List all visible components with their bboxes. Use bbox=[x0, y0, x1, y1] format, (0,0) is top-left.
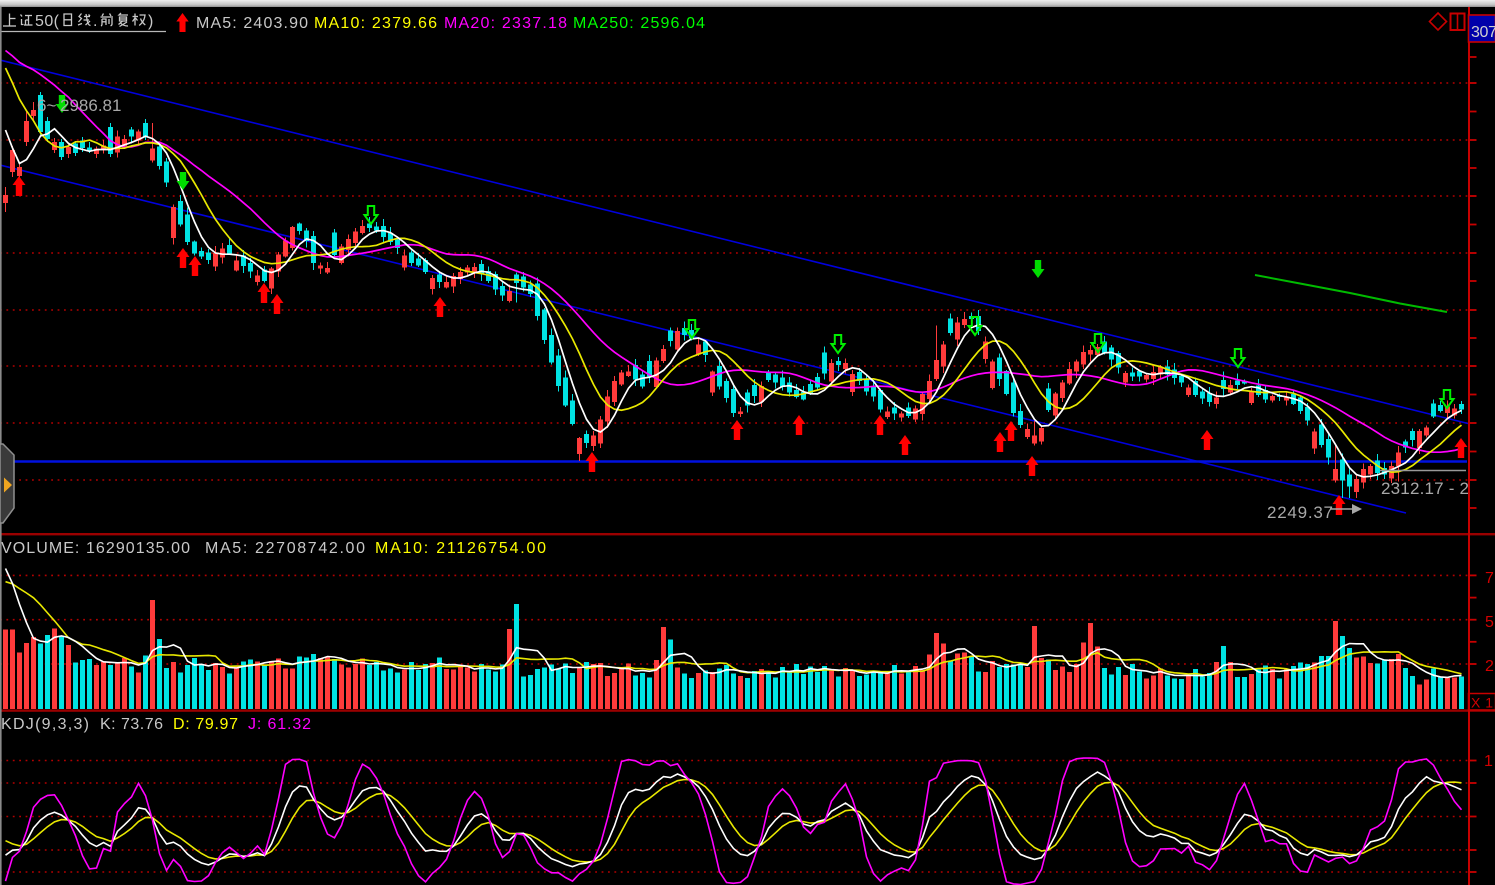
svg-text:MA20: 2337.18: MA20: 2337.18 bbox=[444, 15, 567, 32]
svg-text:1: 1 bbox=[1484, 753, 1493, 770]
svg-text:5: 5 bbox=[1485, 614, 1494, 631]
svg-text:6~: 6~ bbox=[37, 96, 56, 115]
svg-text:.: . bbox=[93, 13, 97, 30]
svg-text:D: 79.97: D: 79.97 bbox=[173, 716, 238, 733]
svg-text:MA250: 2596.04: MA250: 2596.04 bbox=[573, 15, 705, 32]
svg-text:VOLUME: 16290135.00: VOLUME: 16290135.00 bbox=[1, 540, 190, 557]
svg-text:7: 7 bbox=[1485, 570, 1494, 587]
svg-text:MA10: 21126754.00: MA10: 21126754.00 bbox=[375, 540, 546, 557]
svg-text:307: 307 bbox=[1471, 24, 1495, 41]
svg-text:MA10: 2379.66: MA10: 2379.66 bbox=[314, 15, 437, 32]
svg-text:): ) bbox=[148, 13, 153, 30]
svg-text:2312.17 - 2: 2312.17 - 2 bbox=[1381, 479, 1469, 498]
svg-text:MA5: 2403.90: MA5: 2403.90 bbox=[196, 15, 308, 32]
svg-text:J: 61.32: J: 61.32 bbox=[248, 716, 311, 733]
svg-text:K: 73.76: K: 73.76 bbox=[100, 716, 163, 733]
svg-text:50(: 50( bbox=[35, 13, 60, 30]
svg-text:KDJ(9,3,3): KDJ(9,3,3) bbox=[1, 716, 89, 733]
svg-text:2: 2 bbox=[1485, 658, 1494, 675]
svg-text:2249.37: 2249.37 bbox=[1267, 503, 1333, 522]
svg-text:2986.81: 2986.81 bbox=[60, 96, 121, 115]
